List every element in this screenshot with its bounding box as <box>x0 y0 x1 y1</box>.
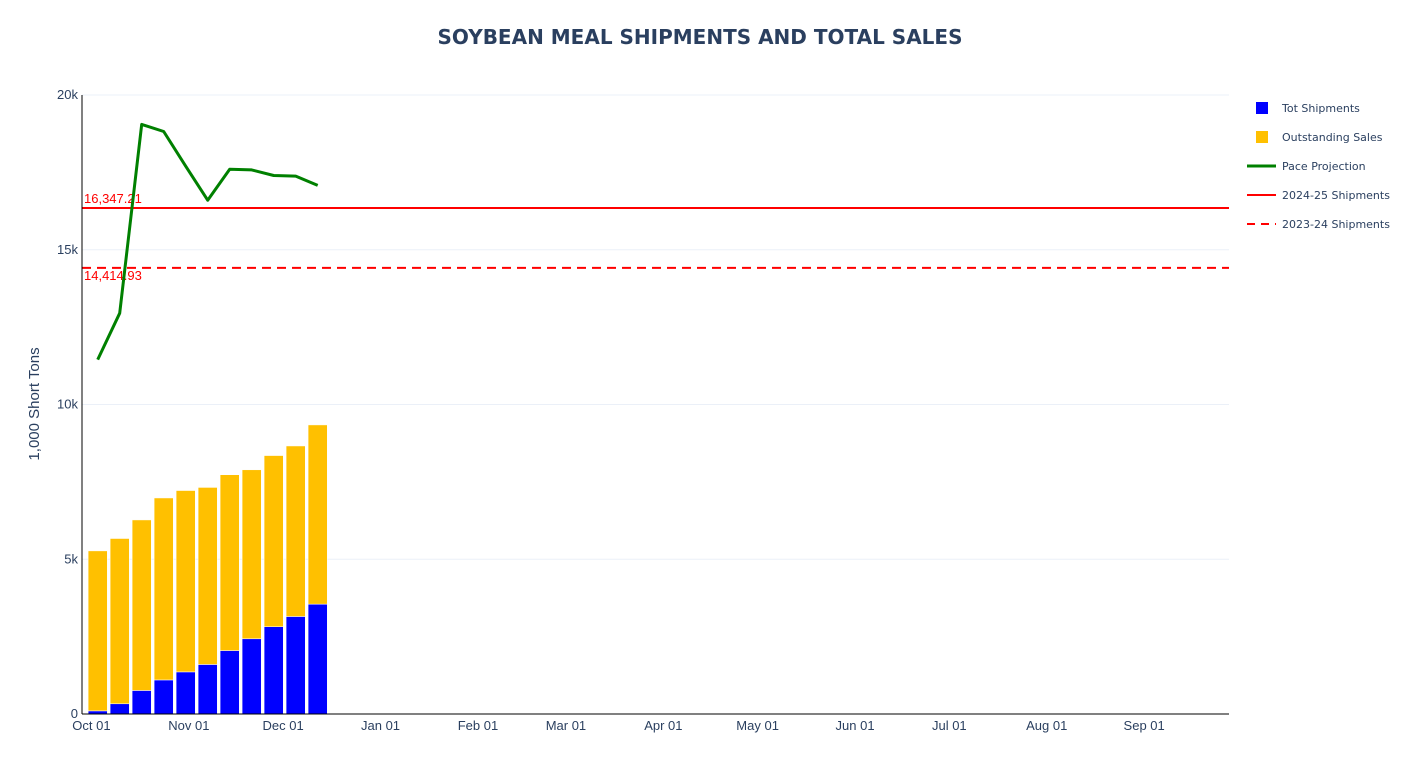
legend-item[interactable]: Pace Projection <box>1247 160 1366 173</box>
outstanding-sales-bar <box>307 424 328 605</box>
legend-swatch <box>1256 131 1268 143</box>
grid-layer <box>82 94 1229 560</box>
legend-item[interactable]: Tot Shipments <box>1256 102 1360 115</box>
shipment-bar <box>131 690 152 715</box>
x-tick-label: Dec 01 <box>263 718 304 733</box>
outstanding-sales-bar <box>263 455 284 627</box>
legend-item[interactable]: 2024-25 Shipments <box>1247 189 1390 202</box>
outstanding-sales-bar <box>219 474 240 651</box>
outstanding-sales-bar <box>109 538 130 705</box>
lines-layer: 16,347.21 14,414.93 <box>82 122 1229 361</box>
y-tick-label: 15k <box>57 242 78 257</box>
x-tick-label: May 01 <box>736 718 779 733</box>
axes-layer: 0 5k 10k 15k 20k Oct 01 Nov 01 Dec 01 Jan 01 Feb … <box>57 87 1229 733</box>
shipment-bar <box>109 703 130 715</box>
legend[interactable]: Tot Shipments Outstanding Sales Pace Proje… <box>1247 102 1390 231</box>
legend-item[interactable]: Outstanding Sales <box>1256 131 1383 144</box>
x-tick-label: Mar 01 <box>546 718 586 733</box>
legend-label: Pace Projection <box>1282 160 1366 173</box>
y-tick-label: 5k <box>64 551 78 566</box>
x-tick-label: Sep 01 <box>1124 718 1165 733</box>
shipment-bar <box>197 664 218 715</box>
reference-label-2024-25: 16,347.21 <box>84 191 142 206</box>
legend-label: 2024-25 Shipments <box>1282 189 1390 202</box>
x-tick-label: Jan 01 <box>361 718 400 733</box>
legend-label: Outstanding Sales <box>1282 131 1383 144</box>
y-tick-label: 10k <box>57 397 78 412</box>
outstanding-sales-bar <box>285 445 306 617</box>
shipment-bar <box>219 650 240 715</box>
shipment-bar <box>241 638 262 715</box>
reference-label-2023-24: 14,414.93 <box>84 268 142 283</box>
outstanding-sales-bar <box>153 497 174 681</box>
legend-swatch <box>1256 102 1268 114</box>
chart-title: SOYBEAN MEAL SHIPMENTS AND TOTAL SALES <box>438 25 963 49</box>
x-tick-label: Apr 01 <box>644 718 682 733</box>
shipment-bar <box>153 679 174 715</box>
y-axis-label: 1,000 Short Tons <box>26 347 43 460</box>
x-tick-label: Oct 01 <box>72 718 110 733</box>
x-tick-label: Jul 01 <box>932 718 967 733</box>
outstanding-sales-bar <box>87 550 108 712</box>
x-tick-label: Nov 01 <box>168 718 209 733</box>
shipment-bar <box>285 616 306 715</box>
legend-label: 2023-24 Shipments <box>1282 218 1390 231</box>
outstanding-sales-bar <box>175 490 196 673</box>
outstanding-sales-bar <box>197 487 218 665</box>
x-tick-label: Jun 01 <box>836 718 875 733</box>
y-tick-label: 20k <box>57 87 78 102</box>
legend-label: Tot Shipments <box>1281 102 1360 115</box>
y-tick-label: 0 <box>71 706 78 721</box>
x-tick-label: Aug 01 <box>1026 718 1067 733</box>
outstanding-sales-bar <box>131 519 152 691</box>
outstanding-sales-bar <box>241 469 262 640</box>
pace-projection-line <box>96 122 319 361</box>
shipment-bar <box>175 671 196 715</box>
legend-item[interactable]: 2023-24 Shipments <box>1247 218 1390 231</box>
shipment-bar <box>307 603 328 715</box>
x-tick-label: Feb 01 <box>458 718 498 733</box>
bars-layer <box>87 424 328 715</box>
shipment-bar <box>263 626 284 715</box>
